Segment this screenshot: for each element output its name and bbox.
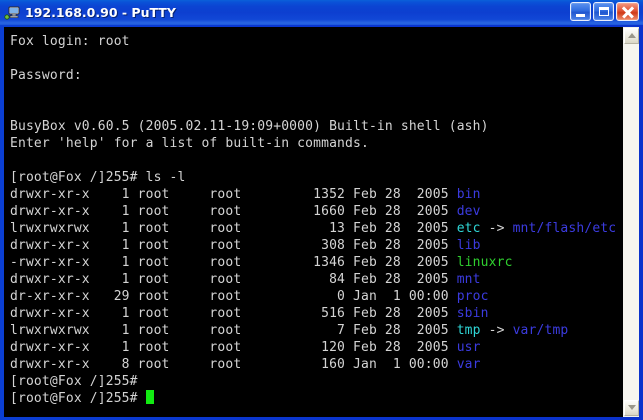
terminal-text: proc	[456, 289, 489, 304]
terminal-text: sbin	[456, 306, 489, 321]
terminal-output[interactable]: Fox login: root Password: BusyBox v0.60.5 …	[4, 27, 618, 417]
terminal-text: Enter 'help' for a list of built-in comm…	[10, 136, 369, 151]
terminal-text: drwxr-xr-x 1 root root 516 Feb 28 2005	[10, 306, 457, 321]
terminal-text: drwxr-xr-x 1 root root 120 Feb 28 2005	[10, 340, 457, 355]
terminal-text: -rwxr-xr-x 1 root root 1346 Feb 28 2005	[10, 255, 457, 270]
minimize-button[interactable]	[570, 2, 591, 21]
terminal-line	[10, 152, 618, 169]
terminal-text: BusyBox v0.60.5 (2005.02.11-19:09+0000) …	[10, 119, 489, 134]
terminal-cursor	[145, 390, 154, 404]
terminal-text: dr-xr-xr-x 29 root root 0 Jan 1 00:00	[10, 289, 457, 304]
terminal-line: [root@Fox /]255# ls -l	[10, 169, 618, 186]
terminal-text: var/tmp	[512, 323, 569, 338]
maximize-icon	[599, 7, 609, 16]
terminal-line: Fox login: root	[10, 33, 618, 50]
terminal-line: drwxr-xr-x 8 root root 160 Jan 1 00:00 v…	[10, 356, 618, 373]
terminal-text: ->	[480, 221, 513, 236]
scroll-down-button[interactable]	[624, 400, 639, 416]
terminal-text: dev	[456, 204, 481, 219]
terminal-line: [root@Fox /]255#	[10, 390, 618, 407]
scroll-down-arrow-icon	[628, 405, 636, 410]
terminal-text: lrwxrwxrwx 1 root root 13 Feb 28 2005	[10, 221, 457, 236]
terminal-text: drwxr-xr-x 1 root root 1352 Feb 28 2005	[10, 187, 457, 202]
terminal-area: Fox login: root Password: BusyBox v0.60.5 …	[4, 27, 639, 417]
terminal-line	[10, 84, 618, 101]
terminal-line: drwxr-xr-x 1 root root 84 Feb 28 2005 mn…	[10, 271, 618, 288]
close-button[interactable]	[616, 2, 639, 21]
terminal-line: lrwxrwxrwx 1 root root 7 Feb 28 2005 tmp…	[10, 322, 618, 339]
scroll-up-button[interactable]	[624, 28, 639, 44]
terminal-line: Enter 'help' for a list of built-in comm…	[10, 135, 618, 152]
terminal-scrollbar[interactable]	[622, 27, 639, 417]
putty-computer-icon	[4, 5, 20, 21]
terminal-text: mnt	[456, 272, 481, 287]
terminal-text: tmp	[456, 323, 481, 338]
caption-buttons	[570, 2, 639, 21]
minimize-icon	[576, 14, 585, 17]
terminal-line: drwxr-xr-x 1 root root 308 Feb 28 2005 l…	[10, 237, 618, 254]
terminal-text: mnt/flash/etc	[512, 221, 617, 236]
title-bar[interactable]: 192.168.0.90 - PuTTY	[0, 0, 643, 25]
terminal-line: dr-xr-xr-x 29 root root 0 Jan 1 00:00 pr…	[10, 288, 618, 305]
terminal-line: drwxr-xr-x 1 root root 1660 Feb 28 2005 …	[10, 203, 618, 220]
terminal-line	[10, 101, 618, 118]
terminal-text: var	[456, 357, 481, 372]
terminal-line: drwxr-xr-x 1 root root 516 Feb 28 2005 s…	[10, 305, 618, 322]
terminal-line: drwxr-xr-x 1 root root 120 Feb 28 2005 u…	[10, 339, 618, 356]
terminal-text: Password:	[10, 68, 82, 83]
terminal-text: etc	[456, 221, 481, 236]
scrollbar-track[interactable]	[623, 44, 639, 400]
terminal-text: ->	[480, 323, 513, 338]
terminal-text: [root@Fox /]255#	[10, 374, 138, 389]
terminal-line	[10, 50, 618, 67]
terminal-text: lib	[456, 238, 481, 253]
terminal-text: [root@Fox /]255#	[10, 391, 146, 406]
terminal-line: drwxr-xr-x 1 root root 1352 Feb 28 2005 …	[10, 186, 618, 203]
terminal-text: drwxr-xr-x 1 root root 84 Feb 28 2005	[10, 272, 457, 287]
terminal-line: lrwxrwxrwx 1 root root 13 Feb 28 2005 et…	[10, 220, 618, 237]
terminal-text: Fox login: root	[10, 34, 130, 49]
terminal-line: [root@Fox /]255#	[10, 373, 618, 390]
terminal-text: [root@Fox /]255# ls -l	[10, 170, 186, 185]
terminal-text: linuxrc	[456, 255, 513, 270]
terminal-text: drwxr-xr-x 1 root root 308 Feb 28 2005	[10, 238, 457, 253]
terminal-text: bin	[456, 187, 481, 202]
terminal-text: lrwxrwxrwx 1 root root 7 Feb 28 2005	[10, 323, 457, 338]
terminal-text: drwxr-xr-x 1 root root 1660 Feb 28 2005	[10, 204, 457, 219]
terminal-line: BusyBox v0.60.5 (2005.02.11-19:09+0000) …	[10, 118, 618, 135]
maximize-button[interactable]	[593, 2, 614, 21]
terminal-text: drwxr-xr-x 8 root root 160 Jan 1 00:00	[10, 357, 457, 372]
terminal-text: usr	[456, 340, 481, 355]
terminal-line: -rwxr-xr-x 1 root root 1346 Feb 28 2005 …	[10, 254, 618, 271]
scroll-up-arrow-icon	[628, 33, 636, 38]
terminal-line: Password:	[10, 67, 618, 84]
window-title: 192.168.0.90 - PuTTY	[25, 5, 176, 20]
